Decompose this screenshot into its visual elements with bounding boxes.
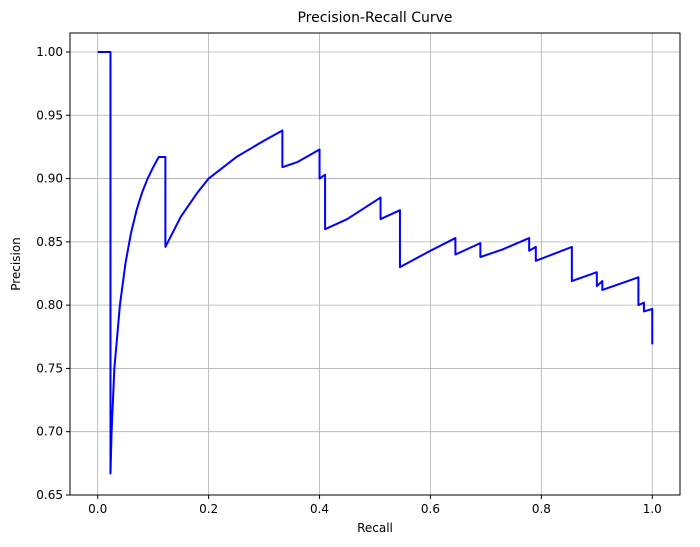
pr-curve-line [97, 50, 654, 475]
y-axis-title: Precision [9, 237, 23, 291]
series-layer [97, 50, 654, 475]
chart-title: Precision-Recall Curve [297, 10, 452, 26]
y-tick-label: 0.75 [36, 361, 63, 375]
ticks: 0.0 0.2 0.4 0.6 0.8 1.0 0.65 0.70 0.75 0.80 0.85 0.… [36, 45, 662, 516]
x-tick-label: 1.0 [643, 502, 662, 516]
y-tick-label: 0.65 [36, 488, 63, 502]
x-tick-label: 0.0 [88, 502, 107, 516]
y-tick-label: 0.80 [36, 298, 63, 312]
x-tick-label: 0.6 [421, 502, 440, 516]
y-tick-label: 1.00 [36, 45, 63, 59]
y-tick-label: 0.85 [36, 235, 63, 249]
x-axis-title: Recall [357, 521, 393, 535]
x-tick-label: 0.2 [199, 502, 218, 516]
x-tick-label: 0.8 [532, 502, 551, 516]
plot-frame [69, 32, 681, 496]
grid [70, 33, 680, 496]
x-tick-label: 0.4 [310, 502, 329, 516]
y-tick-label: 0.90 [36, 172, 63, 186]
y-tick-label: 0.95 [36, 108, 63, 122]
y-tick-label: 0.70 [36, 425, 63, 439]
